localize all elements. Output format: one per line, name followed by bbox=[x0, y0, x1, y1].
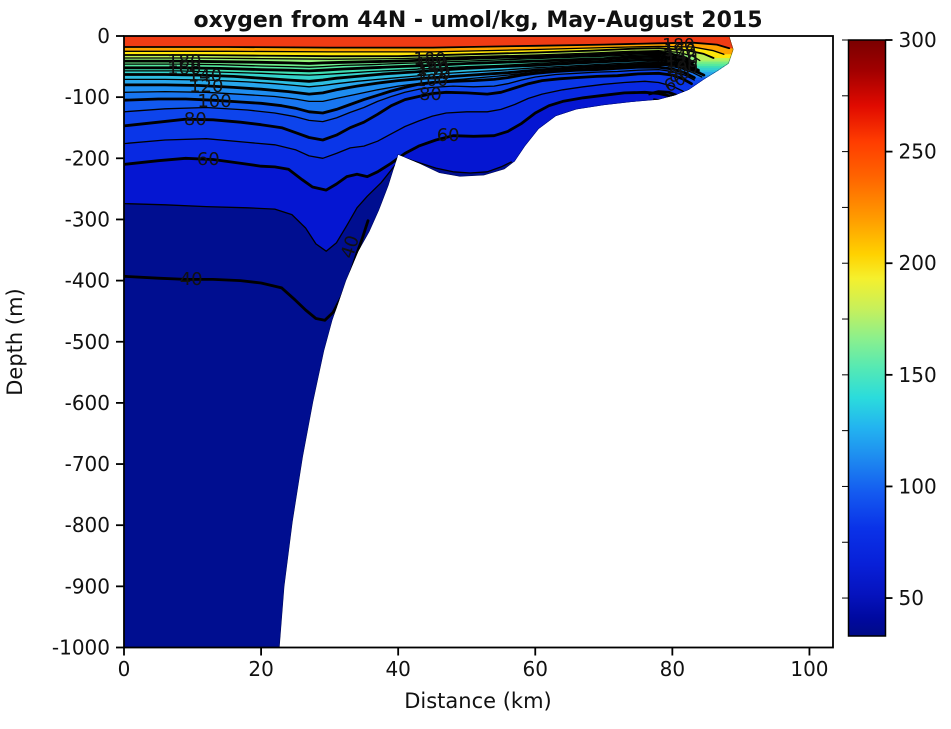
contour-line-140 bbox=[124, 58, 700, 83]
contour-line-200 bbox=[124, 47, 715, 59]
contour-label-100: 100 bbox=[197, 91, 231, 112]
contour-label-140: 140 bbox=[417, 59, 449, 79]
y-tick-label: -700 bbox=[65, 452, 110, 476]
contour-line-190 bbox=[124, 50, 701, 62]
section-boundary-line bbox=[124, 36, 734, 648]
colorbar-gradient bbox=[848, 40, 886, 636]
chart-title: oxygen from 44N - umol/kg, May-August 20… bbox=[193, 8, 762, 33]
contour-line-50 bbox=[124, 157, 512, 252]
contour-line-220 bbox=[124, 45, 725, 55]
y-tick-label: -100 bbox=[65, 85, 110, 109]
colorbar-tick-label: 50 bbox=[899, 586, 924, 610]
contour-label-140: 140 bbox=[665, 47, 697, 67]
contour-label-120: 120 bbox=[666, 52, 698, 72]
colorbar-tick-label: 250 bbox=[899, 140, 937, 164]
contour-label-120: 120 bbox=[189, 76, 223, 97]
contour-line-100 bbox=[124, 65, 696, 115]
contour-label-120: 120 bbox=[418, 64, 450, 84]
x-tick-label: 100 bbox=[790, 657, 828, 681]
colorbar-tick-label: 100 bbox=[899, 474, 937, 498]
y-tick-label: -1000 bbox=[52, 636, 110, 660]
contour-label-60: 60 bbox=[437, 125, 460, 146]
colorbar: 300 250 200 150 100 50 bbox=[842, 28, 937, 637]
y-axis-label: Depth (m) bbox=[3, 288, 27, 395]
x-tick-label: 40 bbox=[385, 657, 410, 681]
contour-line-240 bbox=[124, 41, 731, 50]
contour-line-170 bbox=[124, 53, 694, 68]
contour-line-60 bbox=[124, 90, 684, 192]
contour-line-150 bbox=[124, 57, 697, 76]
contour-line-70 bbox=[124, 80, 691, 159]
contour-label-160: 160 bbox=[416, 55, 448, 75]
y-tick-label: -900 bbox=[65, 574, 110, 598]
contour-labels: 4040606080801001201401601801001201401601… bbox=[167, 36, 698, 290]
x-tick-label: 80 bbox=[660, 657, 685, 681]
y-tick-label: -800 bbox=[65, 513, 110, 537]
band-above-240 bbox=[124, 36, 734, 49]
contour-fill-bands bbox=[124, 36, 734, 648]
contour-line-160 bbox=[124, 54, 697, 73]
contour-line-120 bbox=[124, 62, 706, 96]
contour-label-140: 140 bbox=[188, 66, 222, 87]
contour-label-40: 40 bbox=[180, 269, 203, 290]
x-tick-label: 20 bbox=[248, 657, 273, 681]
y-tick-label: -300 bbox=[65, 207, 110, 231]
contour-label-160: 160 bbox=[664, 41, 696, 61]
contour-lines bbox=[124, 36, 734, 648]
contour-label-180: 180 bbox=[167, 51, 201, 72]
contour-label-180: 180 bbox=[662, 36, 694, 56]
contour-line-80 bbox=[124, 71, 693, 142]
x-tick-label: 60 bbox=[523, 657, 548, 681]
y-tick-label: -400 bbox=[65, 269, 110, 293]
y-tick-label: -600 bbox=[65, 391, 110, 415]
contour-label-100: 100 bbox=[416, 71, 448, 91]
x-tick-label: 0 bbox=[118, 657, 131, 681]
contour-label-100: 100 bbox=[666, 58, 698, 78]
x-axis-label: Distance (km) bbox=[404, 689, 552, 713]
contour-label-180: 180 bbox=[413, 50, 445, 70]
contour-label-80: 80 bbox=[184, 109, 207, 130]
y-tick-label: 0 bbox=[97, 24, 110, 48]
contour-label-160: 160 bbox=[167, 58, 201, 79]
contour-line-130 bbox=[124, 61, 701, 88]
contour-line-180 bbox=[124, 51, 695, 65]
contour-label-80: 80 bbox=[419, 84, 442, 105]
y-tick-label: -500 bbox=[65, 330, 110, 354]
colorbar-border bbox=[847, 39, 887, 637]
axes: 0 20 40 60 80 1000-100-200-300-400-500-600-70… bbox=[52, 24, 834, 681]
colorbar-tick-label: 150 bbox=[899, 363, 937, 387]
y-tick-label: -200 bbox=[65, 146, 110, 170]
colorbar-tick-label: 200 bbox=[899, 251, 937, 275]
contour-label-60: 60 bbox=[197, 149, 220, 170]
colorbar-tick-label: 300 bbox=[899, 28, 937, 52]
contour-line-90 bbox=[124, 68, 695, 123]
